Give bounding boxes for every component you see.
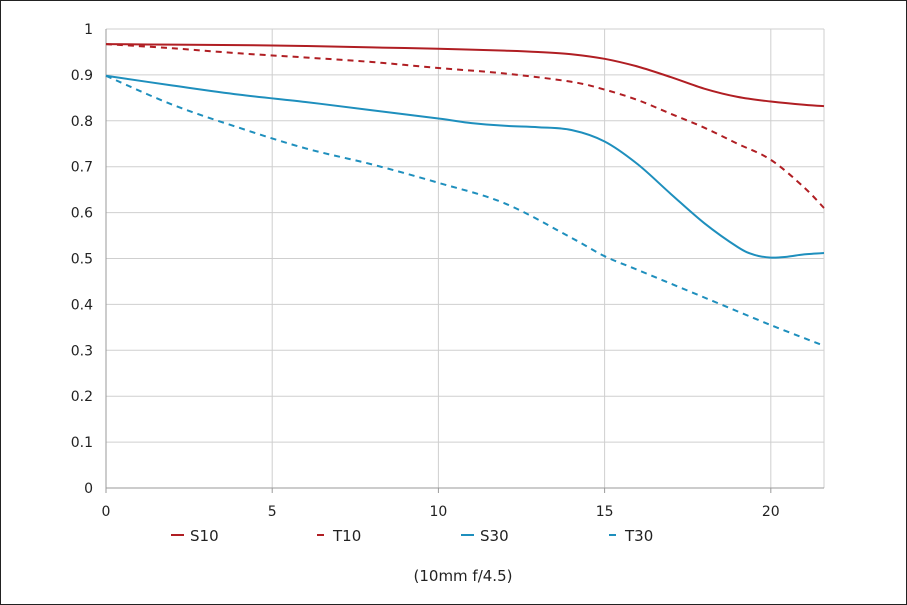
y-tick-label: 1: [84, 22, 93, 38]
y-tick-label: 0: [84, 481, 93, 497]
y-tick-label: 0.1: [71, 435, 93, 451]
legend-label: S10: [190, 527, 219, 545]
chart-caption: (10mm f/4.5): [414, 567, 513, 585]
legend-label: T10: [332, 527, 361, 545]
grid: [106, 28, 825, 488]
legend-label: T30: [624, 527, 653, 545]
legend-item-t10: T10: [317, 527, 361, 545]
x-tick-label: 5: [268, 504, 277, 520]
y-tick-label: 0.8: [71, 114, 93, 130]
legend-item-s30: S30: [461, 527, 509, 545]
x-tick-label: 0: [102, 504, 111, 520]
series-line-s10: [105, 43, 825, 108]
y-tick-label: 0.9: [71, 68, 93, 84]
series-lines: [105, 43, 825, 347]
tick-labels: 00.10.20.30.40.50.60.70.80.910 5 10 15 20: [71, 22, 780, 520]
y-tick-label: 0.4: [71, 297, 93, 313]
legend-item-t30: T30: [609, 527, 653, 545]
series-line-t30: [105, 74, 825, 347]
series-line-t10: [105, 43, 825, 209]
y-tick-label: 0.5: [71, 252, 93, 268]
x-tick-label: 15: [596, 504, 614, 520]
x-tick-label: 10: [429, 504, 447, 520]
axes: [105, 29, 824, 493]
x-tick-label: 20: [762, 504, 780, 520]
y-tick-label: 0.2: [71, 389, 93, 405]
y-tick-label: 0.3: [71, 343, 93, 359]
legend-label: S30: [480, 527, 509, 545]
legend: S10 T10 S30 T30: [171, 527, 653, 545]
y-tick-label: 0.6: [71, 206, 93, 222]
y-tick-label: 0.7: [71, 160, 93, 176]
series-line-s30: [105, 74, 825, 259]
legend-item-s10: S10: [171, 527, 219, 545]
